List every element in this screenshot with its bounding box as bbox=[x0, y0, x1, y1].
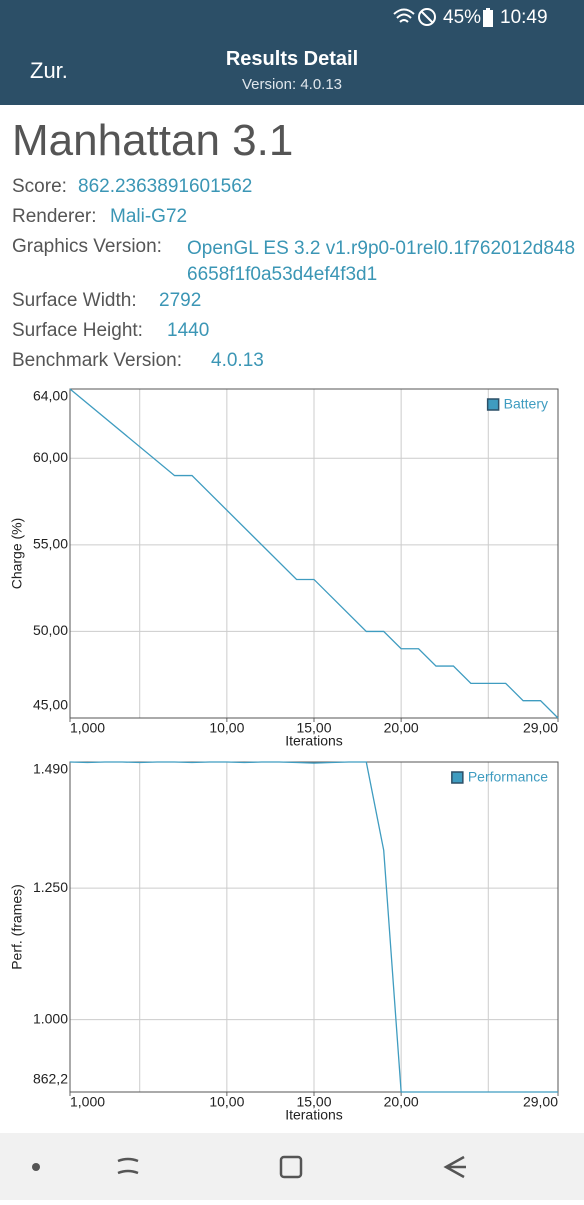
x-axis-label: Iterations bbox=[285, 733, 343, 749]
detail-label: Score: bbox=[12, 176, 67, 197]
x-tick-label: 10,00 bbox=[209, 720, 244, 736]
x-tick-label: 29,00 bbox=[523, 1094, 558, 1110]
detail-label: Graphics Version: bbox=[12, 236, 162, 257]
y-axis-label: Charge (%) bbox=[9, 518, 25, 590]
detail-value: Mali-G72 bbox=[110, 206, 188, 227]
detail-value: 1440 bbox=[167, 320, 210, 341]
x-tick-label: 20,00 bbox=[384, 1094, 419, 1110]
status-bar: 45% 10:49 bbox=[0, 0, 584, 34]
detail-value: 2792 bbox=[159, 290, 202, 311]
charts: 45,00 50,00 55,00 60,00 64,00 1,000 10,00 15,00… bbox=[9, 388, 559, 1123]
nav-bar bbox=[0, 1133, 584, 1200]
back-button[interactable]: Zur. bbox=[30, 58, 68, 83]
plot-frame bbox=[69, 761, 559, 1093]
recents-button[interactable] bbox=[117, 1157, 139, 1175]
nav-icons bbox=[32, 1155, 466, 1179]
y-tick-label: 1.250 bbox=[33, 879, 68, 895]
test-name: Manhattan 3.1 bbox=[12, 116, 294, 165]
y-tick-label: 45,00 bbox=[33, 697, 68, 713]
y-tick-label: 862,2 bbox=[33, 1071, 68, 1087]
subtitle: Version: 4.0.13 bbox=[241, 76, 343, 93]
x-tick-label: 1,000 bbox=[70, 720, 105, 736]
y-axis-label: Perf. (frames) bbox=[9, 884, 25, 970]
title: Results Detail bbox=[225, 48, 359, 70]
detail-label: Surface Height: bbox=[12, 320, 143, 341]
y-tick-label: 55,00 bbox=[33, 536, 68, 552]
y-tick-label: 50,00 bbox=[33, 622, 68, 638]
x-tick-label: 29,00 bbox=[523, 720, 558, 736]
plot-frame bbox=[69, 388, 559, 719]
x-tick-label: 10,00 bbox=[209, 1094, 244, 1110]
x-tick-label: 1,000 bbox=[70, 1094, 105, 1110]
x-tick-label: 15,00 bbox=[296, 1094, 331, 1110]
back-nav-button[interactable] bbox=[443, 1155, 466, 1179]
y-tick-label: 60,00 bbox=[33, 449, 68, 465]
detail-value: 862.2363891601562 bbox=[78, 176, 253, 197]
status-icons bbox=[393, 8, 436, 26]
clock: 10:49 bbox=[500, 7, 548, 28]
x-tick-label: 15,00 bbox=[296, 720, 331, 736]
y-tick-label: 1.000 bbox=[33, 1010, 68, 1026]
legend-swatch bbox=[451, 771, 464, 784]
detail-label: Benchmark Version: bbox=[12, 350, 183, 371]
x-tick-label: 20,00 bbox=[384, 720, 419, 736]
data-line bbox=[69, 388, 559, 719]
detail-value: 4.0.13 bbox=[211, 350, 264, 371]
legend-swatch bbox=[486, 398, 500, 411]
home-button[interactable] bbox=[279, 1155, 303, 1179]
app-bar: Zur. Results Detail Version: 4.0.13 bbox=[0, 34, 584, 105]
battery-icon bbox=[483, 8, 493, 27]
y-tick-label: 64,00 bbox=[33, 388, 68, 404]
x-axis-label: Iterations bbox=[285, 1107, 343, 1123]
detail-label: Renderer: bbox=[12, 206, 97, 227]
dot bbox=[32, 1163, 40, 1171]
detail-label: Surface Width: bbox=[12, 290, 137, 311]
detail-value: OpenGL ES 3.2 v1.r9p0-01rel0.1f762012d84… bbox=[187, 238, 576, 285]
data-line bbox=[69, 761, 558, 1093]
y-tick-label: 1.490 bbox=[33, 761, 68, 777]
legend-label: Battery bbox=[504, 396, 548, 412]
legend-label: Performance bbox=[468, 769, 548, 785]
battery-level: 45% bbox=[443, 7, 482, 28]
